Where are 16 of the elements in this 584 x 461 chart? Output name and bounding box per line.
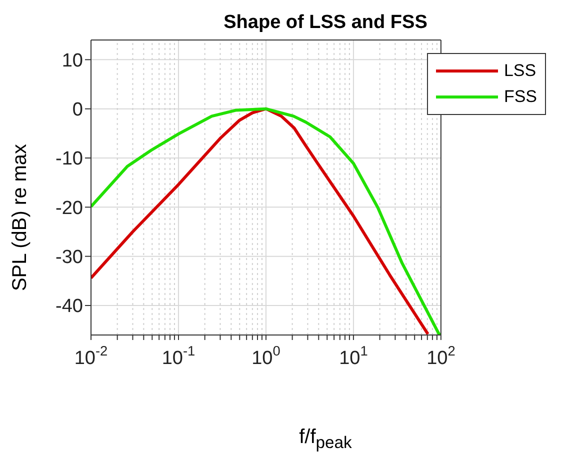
legend-label: FSS: [504, 86, 537, 108]
y-tick-label: -20: [56, 198, 83, 219]
y-axis-title: SPL (dB) re max: [10, 144, 32, 292]
x-tick-label: 10$^{1}$: [339, 343, 368, 369]
y-tick-label: -10: [56, 148, 83, 170]
x-axis-title: f/f$_{peak}$: [298, 426, 353, 453]
legend-label: LSS: [504, 60, 536, 82]
x-tick-label: 10$^{0}$: [252, 343, 281, 369]
y-tick-label: -40: [56, 296, 83, 318]
x-tick-label: 10$^{2}$: [426, 343, 456, 369]
x-tick-label: 10$^{-2}$: [74, 343, 108, 369]
chart-title: Shape of LSS and FSS: [222, 12, 428, 34]
y-tick-label: -30: [56, 247, 83, 268]
y-tick-label: 10: [62, 50, 83, 72]
x-tick-label: 10$^{-1}$: [162, 343, 196, 369]
y-tick-label: 0: [72, 100, 83, 121]
